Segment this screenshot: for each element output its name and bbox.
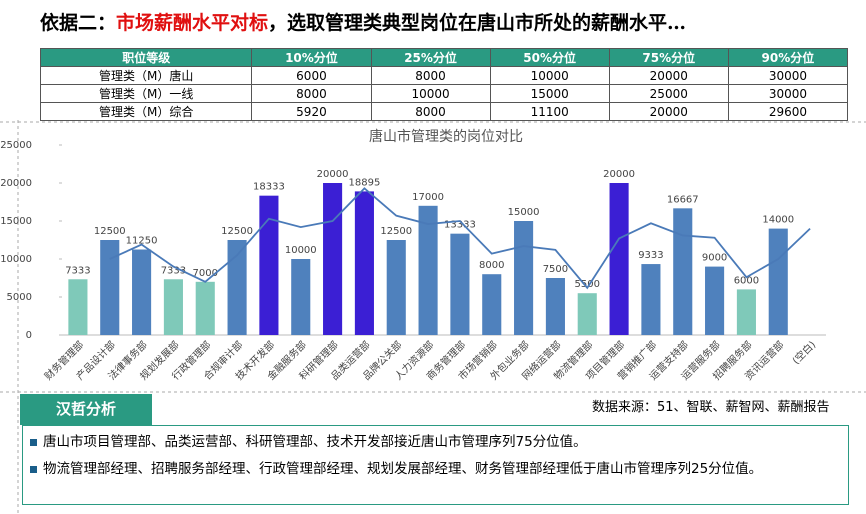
salary-table: 职位等级 10%分位 25%分位 50%分位 75%分位 90%分位 管理类（M）唐山 600… xyxy=(39,48,849,121)
bar xyxy=(609,183,629,335)
y-tick-label: 15000 xyxy=(0,216,32,227)
table-cell: 5920 xyxy=(251,102,372,121)
value-label: 11250 xyxy=(126,236,158,247)
bar xyxy=(291,259,311,335)
bar xyxy=(68,279,88,335)
bar xyxy=(768,228,788,335)
value-label: 7333 xyxy=(65,265,90,276)
value-label: 7000 xyxy=(193,268,218,279)
header-row: 职位等级 10%分位 25%分位 50%分位 75%分位 90%分位 xyxy=(39,48,849,67)
value-label: 14000 xyxy=(762,215,794,226)
table-cell: 管理类（M）唐山 xyxy=(39,66,253,85)
bar xyxy=(577,293,597,335)
y-tick-label: 20000 xyxy=(0,178,32,189)
bar xyxy=(418,205,438,335)
table-cell: 20000 xyxy=(608,102,729,121)
table-cell: 20000 xyxy=(608,66,729,85)
analysis-bullet: 物流管理部经理、招聘服务部经理、行政管理部经理、规划发展部经理、财务管理部经理低… xyxy=(23,459,848,480)
bar xyxy=(450,233,470,335)
value-label: 13333 xyxy=(444,220,476,231)
value-label: 20000 xyxy=(317,169,349,180)
bar xyxy=(354,191,374,335)
analysis-bullet: 唐山市项目管理部、品类运营部、科研管理部、技术开发部接近唐山市管理序列75分位值… xyxy=(23,432,848,453)
table-cell: 30000 xyxy=(727,84,849,103)
table-cell: 8000 xyxy=(370,102,491,121)
bar xyxy=(323,183,343,335)
value-label: 18895 xyxy=(349,177,381,188)
x-tick-label: (空白) xyxy=(789,338,818,367)
title-part: 市场薪酬水平对标 xyxy=(116,12,269,34)
value-label: 17000 xyxy=(412,192,444,203)
bar xyxy=(227,240,247,335)
source: 数据来源：51、智联、薪智网、薪酬报告 xyxy=(592,400,830,415)
bar xyxy=(514,221,534,335)
value-label: 18333 xyxy=(253,182,285,193)
bar xyxy=(736,289,756,335)
y-tick-label: 25000 xyxy=(0,140,32,151)
bar xyxy=(259,195,279,335)
value-label: 9000 xyxy=(702,253,727,264)
bar xyxy=(100,240,120,335)
table-cell: 29600 xyxy=(727,102,849,121)
title-part: 依据二： xyxy=(40,12,117,34)
value-label: 16667 xyxy=(667,194,699,205)
bar xyxy=(195,281,215,335)
value-label: 15000 xyxy=(508,207,540,218)
slide-title: 依据二：市场薪酬水平对标，选取管理类典型岗位在唐山市所处的薪酬水平… xyxy=(40,8,686,35)
bar xyxy=(163,279,183,335)
y-tick-label: 5000 xyxy=(7,292,32,303)
line-series xyxy=(109,187,811,290)
header-cell: 75%分位 xyxy=(608,48,729,67)
value-label: 12500 xyxy=(221,226,253,237)
analysis-title: 汉哲分析 xyxy=(20,394,152,425)
value-label: 10000 xyxy=(285,245,317,256)
table-cell: 管理类（M）综合 xyxy=(39,102,253,121)
bar xyxy=(545,278,565,335)
bar xyxy=(482,274,502,335)
value-label: 8000 xyxy=(479,260,504,271)
table-cell: 10000 xyxy=(489,66,610,85)
value-label: 9333 xyxy=(638,250,663,261)
table-cell: 11100 xyxy=(489,102,610,121)
value-label: 20000 xyxy=(603,169,635,180)
y-tick-label: 0 xyxy=(26,330,32,341)
y-tick-label: 10000 xyxy=(0,254,32,265)
table-row: 管理类（M）唐山 6000 8000 10000 20000 30000 xyxy=(39,66,849,85)
analysis-box: 唐山市项目管理部、品类运营部、科研管理部、技术开发部接近唐山市管理序列75分位值… xyxy=(22,425,849,505)
table-cell: 6000 xyxy=(251,66,372,85)
bar xyxy=(132,249,152,335)
value-label: 5500 xyxy=(575,279,600,290)
table-cell: 30000 xyxy=(727,66,849,85)
chart-title: 唐山市管理类的岗位对比 xyxy=(369,128,523,145)
table-cell: 8000 xyxy=(370,66,491,85)
header-cell: 职位等级 xyxy=(39,48,253,67)
table-row: 管理类（M）综合 5920 8000 11100 20000 29600 xyxy=(39,102,849,121)
bar xyxy=(641,264,661,335)
value-label: 6000 xyxy=(734,275,759,286)
title-part: ，选取管理类典型岗位在唐山市所处的薪酬水平… xyxy=(268,12,687,34)
table-row: 管理类（M）一线 8000 10000 15000 25000 30000 xyxy=(39,84,849,103)
value-label: 7333 xyxy=(161,265,186,276)
header-cell: 50%分位 xyxy=(489,48,610,67)
value-label: 12500 xyxy=(94,226,126,237)
value-label: 7500 xyxy=(543,264,568,275)
bar xyxy=(705,266,725,335)
bar xyxy=(386,240,406,335)
value-label: 12500 xyxy=(380,226,412,237)
bar xyxy=(673,208,693,335)
header-cell: 90%分位 xyxy=(727,48,849,67)
